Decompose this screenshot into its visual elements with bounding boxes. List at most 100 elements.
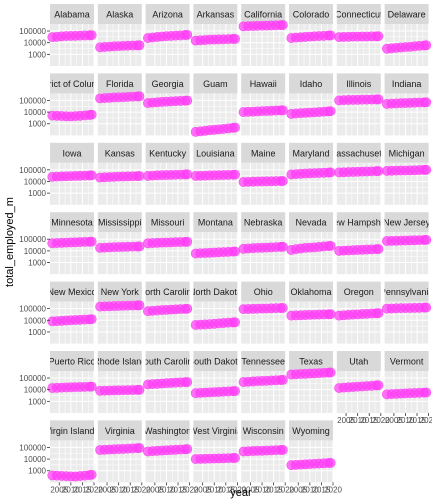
facet-utah: Utah bbox=[334, 351, 384, 413]
facet-strip-label: Louisiana bbox=[196, 148, 235, 158]
facet-strip bbox=[336, 142, 381, 163]
facet-strip bbox=[384, 212, 429, 233]
x-tick-label: 2020 bbox=[276, 485, 294, 494]
facet-missouri: Missouri bbox=[143, 212, 193, 275]
y-tick-label: 10000 bbox=[24, 386, 47, 395]
facet-strip-label: Nebraska bbox=[244, 218, 283, 228]
facet-strip-label: Oregon bbox=[344, 287, 374, 297]
data-point bbox=[134, 300, 145, 311]
facet-strip bbox=[193, 73, 238, 94]
facet-strip-label: Kentucky bbox=[149, 148, 187, 158]
facet-pennsylvania: Pennsylvania bbox=[380, 281, 432, 344]
x-tick-label: 2010 bbox=[205, 485, 223, 494]
facet-strip bbox=[50, 420, 94, 441]
facet-strip bbox=[384, 4, 429, 24]
facet-strip-label: Kansas bbox=[105, 148, 136, 158]
facet-strip-label: Maine bbox=[251, 148, 276, 158]
facet-new-jersey: New Jersey bbox=[382, 212, 432, 275]
facet-strip bbox=[241, 212, 286, 233]
y-tick-label: 100000 bbox=[19, 96, 46, 105]
facet-strip bbox=[145, 351, 190, 371]
y-tick-label: 10000 bbox=[24, 316, 47, 325]
y-tick-label: 100000 bbox=[19, 305, 46, 314]
data-point bbox=[182, 236, 193, 247]
x-tick-label: 2015 bbox=[408, 416, 426, 425]
facet-strip-label: South Dakota bbox=[188, 357, 243, 367]
facet-guam: Guam bbox=[190, 73, 240, 137]
facet-alaska: Alaska bbox=[95, 4, 145, 66]
facet-strip-label: Delaware bbox=[388, 10, 426, 20]
facet-district-of-columbia: District of Columbia bbox=[47, 73, 97, 136]
y-tick-label: 100000 bbox=[19, 374, 46, 383]
facet-strip bbox=[336, 212, 381, 233]
facet-maine: Maine bbox=[238, 142, 288, 205]
facet-strip-label: Minnesota bbox=[51, 218, 93, 228]
data-point bbox=[277, 105, 288, 116]
data-point bbox=[373, 308, 384, 319]
x-tick-label: 2015 bbox=[265, 485, 283, 494]
facet-puerto-rico: Puerto Rico bbox=[47, 351, 97, 413]
data-point bbox=[230, 246, 240, 257]
data-point bbox=[182, 377, 193, 387]
facet-strip bbox=[289, 420, 333, 441]
facet-strip bbox=[97, 212, 142, 233]
data-point bbox=[421, 234, 432, 245]
facet-texas: Texas bbox=[286, 351, 336, 413]
facet-arkansas: Arkansas bbox=[190, 4, 240, 66]
facet-strip bbox=[289, 281, 333, 302]
data-point bbox=[134, 40, 145, 51]
facet-strip bbox=[241, 142, 286, 163]
y-tick-label: 100000 bbox=[19, 27, 46, 36]
facet-wisconsin: Wisconsin bbox=[238, 420, 288, 483]
facet-strip bbox=[193, 351, 238, 371]
facet-strip bbox=[50, 142, 94, 163]
panel-background bbox=[97, 162, 142, 205]
x-tick-label: 2020 bbox=[133, 485, 151, 494]
facet-nebraska: Nebraska bbox=[238, 212, 288, 275]
x-tick-label: 2020 bbox=[372, 416, 390, 425]
x-tick-label: 2005 bbox=[242, 485, 260, 494]
facet-south-carolina: South Carolina bbox=[143, 351, 193, 413]
data-point bbox=[325, 240, 336, 251]
facet-strip bbox=[336, 351, 381, 371]
data-point bbox=[277, 20, 288, 30]
data-point bbox=[421, 387, 432, 398]
facet-strip bbox=[193, 281, 238, 302]
y-tick-label: 10000 bbox=[24, 39, 47, 48]
facet-hawaii: Hawaii bbox=[238, 73, 288, 136]
facet-strip bbox=[193, 420, 238, 441]
facet-strip-label: New York bbox=[101, 287, 140, 297]
facet-strip bbox=[97, 73, 142, 94]
facet-strip-label: Nevada bbox=[295, 218, 326, 228]
facet-nevada: Nevada bbox=[286, 212, 336, 275]
facet-strip bbox=[289, 212, 333, 233]
facet-strip bbox=[384, 281, 429, 302]
facet-strip bbox=[97, 351, 142, 371]
facet-ohio: Ohio bbox=[238, 281, 288, 344]
facet-mississippi: Mississippi bbox=[95, 212, 145, 275]
facet-strip-label: Arkansas bbox=[197, 10, 235, 20]
y-tick-label: 100000 bbox=[19, 443, 46, 452]
facet-strip bbox=[336, 281, 381, 302]
facet-strip bbox=[97, 420, 142, 441]
facet-iowa: Iowa bbox=[47, 142, 97, 205]
facet-strip bbox=[289, 351, 333, 371]
data-point bbox=[86, 314, 97, 325]
facet-strip-label: Missouri bbox=[151, 218, 185, 228]
x-tick-label: 2020 bbox=[181, 485, 199, 494]
panel-background bbox=[145, 371, 190, 413]
facet-strip bbox=[336, 4, 381, 24]
y-tick-label: 1000 bbox=[28, 259, 46, 268]
facet-florida: Florida bbox=[95, 73, 145, 136]
facet-strip-label: Maryland bbox=[292, 148, 329, 158]
facet-strip bbox=[145, 73, 190, 94]
y-tick-label: 10000 bbox=[24, 247, 47, 256]
y-tick-label: 10000 bbox=[24, 455, 47, 464]
facet-strip bbox=[241, 281, 286, 302]
data-point bbox=[182, 444, 193, 454]
facet-illinois: Illinois bbox=[334, 73, 384, 136]
facet-strip-label: Pennsylvania bbox=[380, 287, 432, 297]
facet-strip bbox=[97, 142, 142, 163]
panel-background bbox=[289, 301, 333, 344]
facet-strip-label: Illinois bbox=[346, 79, 372, 89]
